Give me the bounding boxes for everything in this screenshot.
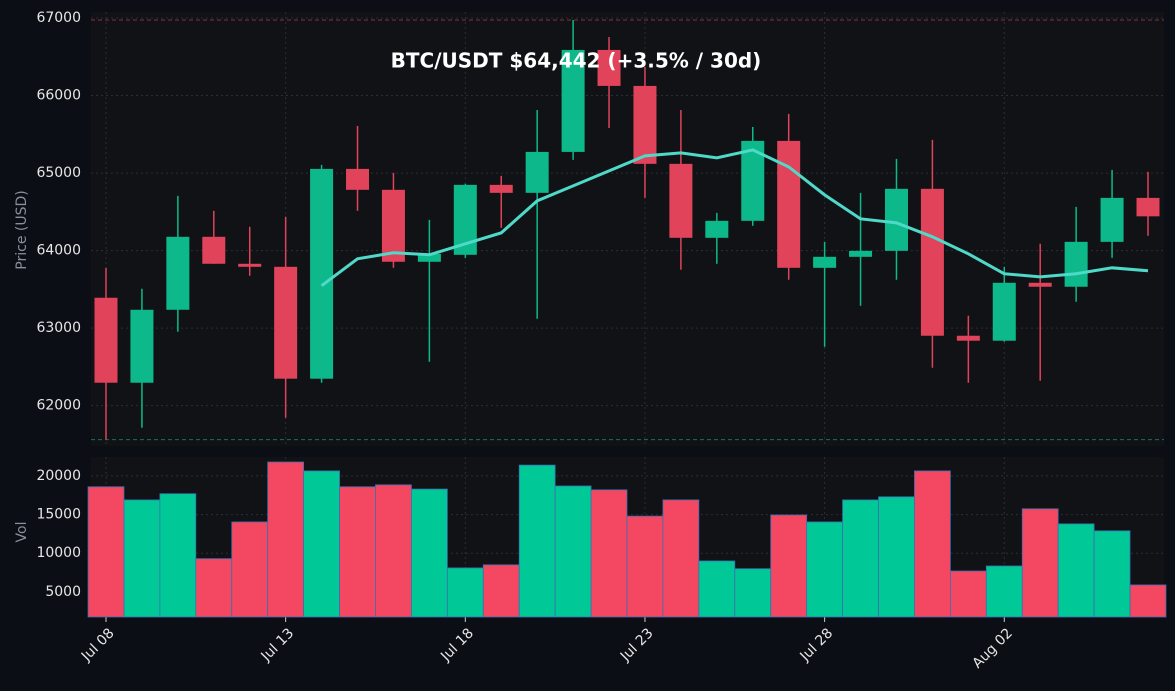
volume-bar xyxy=(806,521,843,618)
volume-bar xyxy=(87,486,125,618)
candle-body xyxy=(1136,197,1160,217)
volume-bar xyxy=(446,567,484,618)
candle-body xyxy=(992,282,1016,341)
candle-body xyxy=(597,49,621,86)
volume-bar xyxy=(195,558,233,618)
volume-tick-label: 10000 xyxy=(36,545,81,561)
volume-tick-label: 5000 xyxy=(45,584,81,600)
volume-bar xyxy=(339,486,376,618)
y-tick-label: 62000 xyxy=(36,398,81,414)
volume-bar xyxy=(985,565,1023,618)
candle-body xyxy=(453,184,477,255)
candle-body xyxy=(1028,282,1052,287)
y-tick-label: 66000 xyxy=(36,88,81,104)
candle-body xyxy=(956,335,980,341)
volume-tick-label: 15000 xyxy=(36,507,81,523)
candle-body xyxy=(94,297,118,383)
candle-body xyxy=(274,266,298,379)
volume-bar xyxy=(734,568,772,618)
volume-bar xyxy=(303,470,340,618)
volume-bar xyxy=(770,514,808,618)
candle-body xyxy=(920,188,944,336)
volume-bar xyxy=(518,464,556,618)
volume-bar xyxy=(554,485,592,618)
y-tick-label: 65000 xyxy=(36,165,81,181)
candle-body xyxy=(166,236,190,310)
candle-body xyxy=(381,189,405,262)
volume-bar xyxy=(267,461,305,618)
candle-body xyxy=(489,184,513,193)
candle-body xyxy=(1064,241,1088,287)
volume-bar xyxy=(123,499,161,618)
volume-bar xyxy=(1093,530,1131,618)
y-tick-label: 63000 xyxy=(36,320,81,336)
volume-bar xyxy=(842,499,879,618)
volume-bar xyxy=(411,488,448,618)
moving-average-line xyxy=(320,148,1149,287)
candle-body xyxy=(346,168,370,190)
volume-bar xyxy=(1057,523,1095,618)
candle-body xyxy=(238,263,262,267)
y-tick-label: 64000 xyxy=(36,243,81,259)
y-axis-label: Price (USD) xyxy=(14,190,30,269)
volume-bar xyxy=(482,564,520,618)
volume-bar xyxy=(914,470,951,618)
volume-bar xyxy=(159,493,197,618)
volume-bar xyxy=(375,484,412,618)
volume-bar xyxy=(878,496,915,618)
volume-bar xyxy=(626,515,664,618)
volume-bar xyxy=(698,560,736,618)
candle-body xyxy=(525,151,549,193)
volume-tick-label: 20000 xyxy=(36,468,81,484)
volume-bar xyxy=(1129,584,1167,618)
candle-body xyxy=(741,140,765,221)
candle-body xyxy=(633,85,657,164)
candle-body xyxy=(202,236,226,264)
candle-body xyxy=(1100,197,1124,242)
candle-body xyxy=(813,256,837,268)
candle-body xyxy=(417,253,441,262)
candle-body xyxy=(130,309,154,383)
y-tick-label: 67000 xyxy=(36,10,81,26)
candle-body xyxy=(310,168,334,379)
volume-bar xyxy=(590,489,628,618)
price-panel xyxy=(91,12,1164,446)
volume-bar xyxy=(662,499,700,618)
candle-body xyxy=(777,140,801,268)
candle-body xyxy=(669,163,693,238)
candle-body xyxy=(705,220,729,238)
volume-bar xyxy=(949,570,987,618)
volume-bar xyxy=(231,521,269,618)
volume-bar xyxy=(1021,508,1059,618)
candle-body xyxy=(561,49,585,152)
volume-axis-label: Vol xyxy=(14,522,30,543)
chart-title: BTC/USDT $64,442 (+3.5% / 30d) xyxy=(391,49,762,73)
candle-body xyxy=(884,188,908,251)
candle-body xyxy=(849,250,873,257)
